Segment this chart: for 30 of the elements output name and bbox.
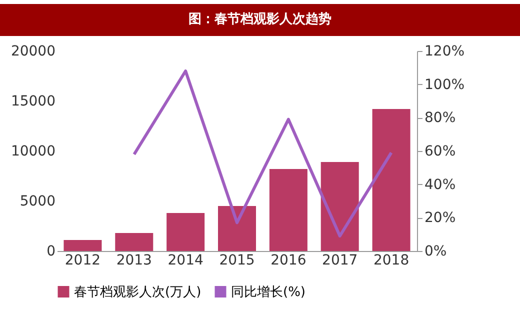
bar [64,240,102,251]
y2-tick-label: 60% [424,144,456,160]
x-tick-label: 2013 [116,252,152,268]
y2-tick-label: 100% [424,76,465,93]
legend-label: 同比增长(%) [231,284,306,300]
bar [166,213,205,251]
bar [115,233,154,251]
y2-tick-label: 120% [424,44,465,60]
y-tick-label: 15000 [10,94,56,110]
line-series [132,70,393,238]
y2-tick-label: 80% [424,110,456,126]
chart-title: 图：春节档观影人次趋势 [0,4,520,36]
bar [320,162,359,251]
x-tick-label: 2012 [64,252,101,268]
y-tick-label: 20000 [10,44,56,60]
x-tick-label: 2016 [270,252,306,268]
bar [218,206,256,251]
bar [372,109,410,251]
x-tick-label: 2018 [373,252,410,268]
y-tick-label: 10000 [10,144,56,160]
y-tick-label: 0 [46,244,56,260]
x-tick-label: 2015 [219,252,255,268]
x-tick-label: 2017 [322,252,358,268]
y2-tick-label: 0% [424,244,447,260]
x-tick-label: 2014 [168,252,204,268]
y-tick-label: 5000 [20,194,56,210]
y2-tick-label: 20% [424,210,456,226]
y2-tick-label: 40% [424,176,456,193]
legend-label: 春节档观影人次(万人) [74,284,202,300]
bar [269,169,308,251]
